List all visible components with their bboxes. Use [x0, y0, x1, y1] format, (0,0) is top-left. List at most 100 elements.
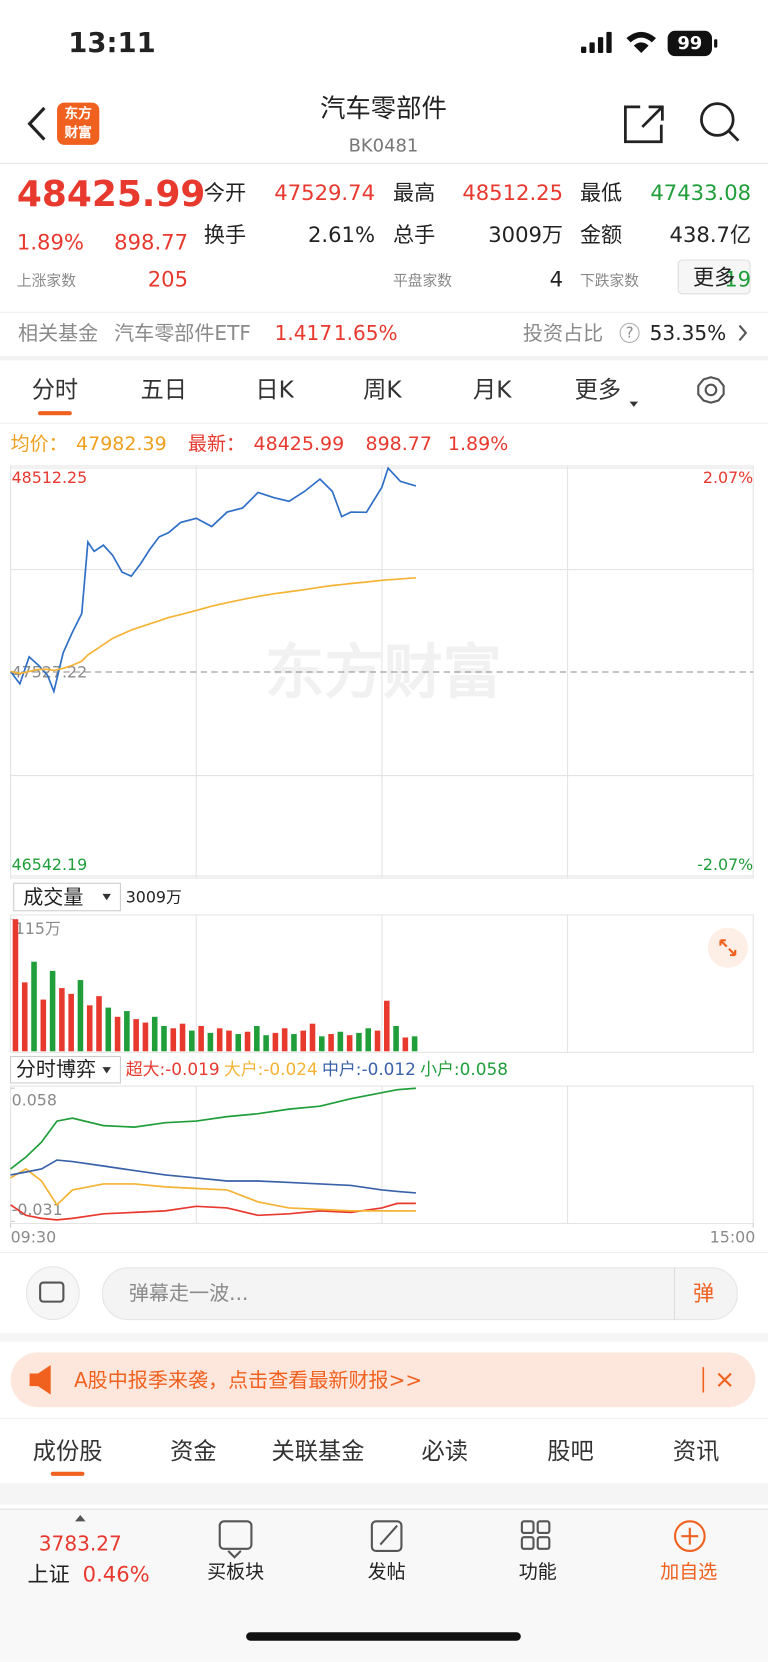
battery-level: 99	[677, 33, 702, 54]
panel-title[interactable]: 分时博弈	[16, 1057, 96, 1081]
dropdown-arrow	[629, 401, 639, 407]
content-tab[interactable]: 资讯	[673, 1438, 719, 1465]
divider	[0, 311, 768, 313]
back-button[interactable]	[27, 106, 46, 141]
index-name[interactable]: 上证	[27, 1562, 69, 1587]
chart-tab[interactable]: 日K	[255, 376, 294, 403]
more-button[interactable]	[677, 259, 751, 295]
y-tick-label: 46542.19	[12, 855, 88, 874]
panel-title[interactable]: 成交量	[23, 885, 83, 909]
tab-underline	[50, 1471, 85, 1476]
chart-tab[interactable]: 月K	[473, 376, 512, 403]
chart-tab[interactable]: 周K	[363, 376, 402, 403]
content-tab[interactable]: 成份股	[33, 1438, 103, 1465]
volume-bar	[86, 1005, 93, 1052]
divider	[673, 1267, 676, 1320]
stat-label: 今开	[204, 180, 246, 205]
share-button[interactable]	[624, 105, 664, 144]
nav-item[interactable]: 加自选	[660, 1561, 717, 1583]
content-tab[interactable]: 股吧	[547, 1438, 593, 1465]
chart-tab[interactable]: 五日	[141, 376, 187, 403]
chart-tab[interactable]: 分时	[32, 376, 78, 403]
summary-avg: 47982.39	[76, 433, 167, 455]
chart-tab[interactable]: 更多	[575, 376, 621, 403]
banner[interactable]	[10, 1352, 756, 1408]
series-line	[10, 1167, 416, 1212]
summary-last-label: 最新：	[188, 433, 245, 455]
series-line	[10, 1087, 416, 1170]
volume-bar	[216, 1028, 223, 1052]
megaphone-icon	[29, 1365, 51, 1395]
volume-bar	[235, 1034, 242, 1052]
more-button[interactable]: 更多	[693, 264, 735, 289]
content-tab[interactable]: 资金	[170, 1438, 216, 1465]
banner-close[interactable]	[717, 1372, 732, 1387]
stat-value: 47433.08	[650, 180, 751, 205]
volume-bar	[31, 961, 37, 1052]
danmu-settings[interactable]	[25, 1266, 80, 1321]
stat-label: 换手	[204, 222, 246, 247]
breadth-label: 上涨家数	[17, 273, 76, 290]
dropdown-arrow	[102, 893, 111, 901]
nav-icons	[218, 1520, 551, 1559]
volume-bar	[337, 1031, 344, 1052]
series-line	[9, 466, 417, 695]
content-tab[interactable]: 关联基金	[272, 1438, 365, 1465]
danmu-input[interactable]	[101, 1267, 738, 1321]
banner-text[interactable]: A股中报季来袭，点击查看最新财报>>	[74, 1368, 422, 1392]
danmu-placeholder[interactable]: 弹幕走一波...	[129, 1281, 248, 1305]
fund-name[interactable]: 汽车零部件ETF	[114, 321, 251, 345]
summary-pct: 1.89%	[448, 433, 508, 455]
fund-pct: 1.65%	[334, 321, 398, 345]
y-tick-label: 0.058	[12, 1090, 57, 1109]
y2-tick-label: 2.07%	[703, 468, 753, 487]
status-time: 13:11	[68, 28, 155, 59]
banner-divider	[702, 1367, 705, 1393]
volume-bar	[142, 1022, 149, 1052]
volume-bar	[77, 980, 84, 1052]
series-line	[10, 1159, 416, 1194]
search-button[interactable]	[700, 102, 740, 142]
help-icon[interactable]	[619, 322, 640, 343]
nav-item[interactable]: 功能	[519, 1561, 557, 1583]
ratio-value: 53.35%	[650, 321, 727, 345]
volume-bar	[254, 1025, 260, 1052]
breadth-value: 4	[550, 267, 563, 292]
x-tick-label: 15:00	[710, 1228, 756, 1247]
volume-bar	[346, 1035, 353, 1052]
chevron[interactable]	[738, 324, 748, 341]
volume-dropdown[interactable]	[13, 882, 121, 912]
volume-bar	[226, 1030, 232, 1052]
volume-bar	[374, 1030, 381, 1052]
board-code: BK0481	[349, 135, 419, 156]
settings-button[interactable]	[697, 376, 725, 404]
stat-value: 3009万	[488, 222, 563, 247]
volume-bar	[59, 988, 65, 1052]
index-pct[interactable]: 0.46%	[83, 1562, 150, 1587]
stat-label: 最低	[580, 180, 622, 205]
legend-entry: 小户:0.058	[420, 1059, 508, 1079]
expand-icon	[719, 939, 737, 957]
volume-bar	[319, 1036, 325, 1052]
volume-bar	[170, 1028, 177, 1052]
expand-button[interactable]	[707, 927, 748, 968]
volume-bar	[151, 1016, 158, 1052]
ratio-label: 投资占比	[523, 321, 603, 345]
nav-item[interactable]: 发帖	[368, 1561, 406, 1583]
breadth-value: 19	[724, 267, 751, 292]
nav-item[interactable]: 买板块	[207, 1561, 264, 1583]
index-value[interactable]: 3783.27	[39, 1532, 122, 1556]
stat-label: 总手	[393, 222, 435, 247]
legend-entry: 超大:-0.019	[126, 1059, 220, 1079]
volume-bar	[12, 919, 19, 1052]
index-arrow	[75, 1515, 86, 1522]
content-tab[interactable]: 必读	[422, 1438, 468, 1465]
flow-dropdown[interactable]	[10, 1056, 121, 1084]
volume-bar	[300, 1030, 307, 1052]
separator	[0, 1333, 768, 1342]
danmu-button[interactable]: 弹	[693, 1281, 714, 1306]
volume-bar	[393, 1025, 399, 1052]
home-indicator	[246, 1632, 521, 1641]
